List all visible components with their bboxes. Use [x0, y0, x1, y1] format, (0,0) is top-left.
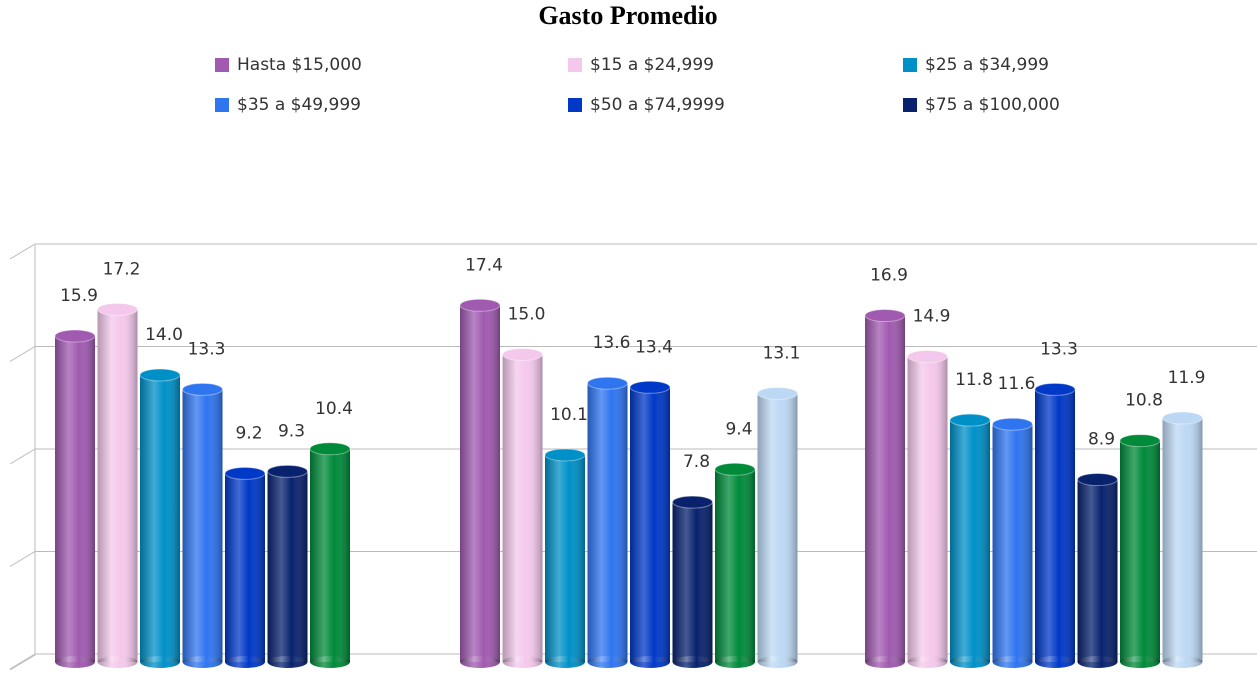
- bar: [864, 309, 906, 668]
- bar: [544, 448, 586, 668]
- data-label: 15.0: [508, 305, 546, 325]
- chart-title: Gasto Promedio: [538, 1, 717, 30]
- data-label: 9.4: [725, 419, 752, 439]
- grid-line: [9, 243, 1257, 260]
- data-label: 7.8: [683, 452, 710, 472]
- legend-swatch: [215, 58, 229, 72]
- bar: [992, 417, 1033, 668]
- data-label: 10.4: [315, 399, 353, 419]
- grid-line: [9, 448, 1257, 465]
- legend-label: $35 a $49,999: [237, 95, 361, 115]
- data-label: 10.8: [1125, 391, 1163, 411]
- data-label: 11.6: [998, 374, 1036, 394]
- data-label: 9.2: [235, 423, 262, 443]
- data-label: 14.9: [913, 307, 951, 327]
- bar: [757, 386, 798, 668]
- data-label: 13.1: [763, 343, 801, 363]
- data-label: 10.1: [550, 405, 588, 425]
- data-label: 13.3: [188, 339, 226, 359]
- legend-swatch: [568, 58, 582, 72]
- data-label: 16.9: [870, 266, 908, 286]
- grid-line: [9, 346, 1257, 362]
- bar: [267, 464, 308, 668]
- legend-label: Hasta $15,000: [237, 55, 362, 75]
- data-label: 17.4: [465, 255, 503, 275]
- legend-label: $50 a $74,9999: [590, 95, 725, 115]
- bar: [1119, 434, 1161, 668]
- grid-line: [9, 551, 1257, 567]
- legend-swatch: [903, 58, 917, 72]
- bar: [672, 495, 713, 668]
- legend-label: $25 a $34,999: [925, 55, 1049, 75]
- data-label: 14.0: [145, 325, 183, 345]
- bar: [97, 302, 138, 668]
- grid-line: [9, 653, 1257, 670]
- bar: [182, 382, 223, 668]
- bar: [1162, 411, 1203, 668]
- wall: [9, 245, 36, 671]
- legend-swatch: [568, 98, 582, 112]
- bar: [587, 376, 628, 668]
- bar: [54, 329, 96, 668]
- bar: [949, 413, 991, 668]
- data-label: 11.9: [1168, 368, 1206, 388]
- bar: [224, 466, 266, 668]
- data-label: 8.9: [1088, 430, 1115, 450]
- bar: [459, 298, 501, 668]
- data-label: 11.8: [955, 370, 993, 390]
- bar: [629, 380, 671, 668]
- bar: [714, 462, 756, 668]
- data-label: 13.4: [635, 337, 673, 357]
- bar: [907, 350, 948, 668]
- legend-label: $15 a $24,999: [590, 55, 714, 75]
- bar: [1077, 473, 1118, 668]
- data-label: 9.3: [278, 421, 305, 441]
- bar: [1034, 382, 1076, 668]
- data-label: 13.6: [593, 333, 631, 353]
- legend-swatch: [903, 98, 917, 112]
- bar: [502, 348, 543, 668]
- legend-label: $75 a $100,000: [925, 95, 1060, 115]
- bar: [309, 442, 351, 668]
- data-label: 15.9: [60, 286, 98, 306]
- bar: [139, 368, 181, 668]
- legend-swatch: [215, 98, 229, 112]
- data-label: 13.3: [1040, 339, 1078, 359]
- data-label: 17.2: [103, 259, 141, 279]
